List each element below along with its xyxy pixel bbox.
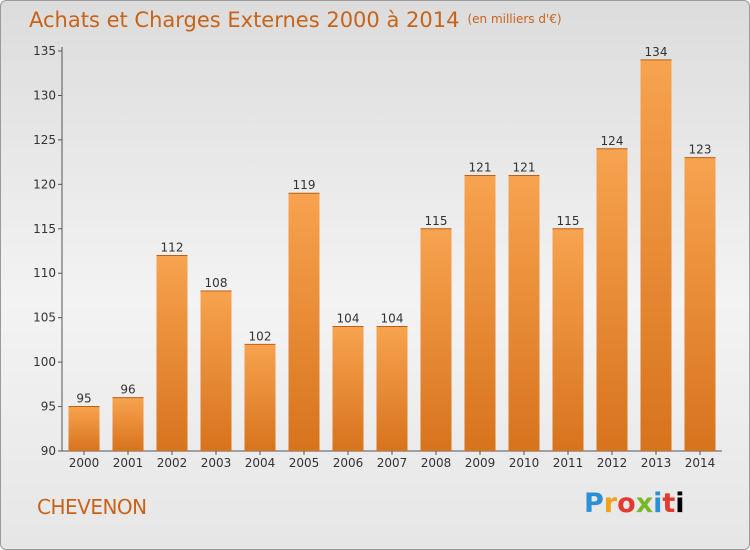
y-tick-label: 125 <box>33 133 56 147</box>
y-tick-label: 115 <box>33 222 56 236</box>
x-tick-label-2012: 2012 <box>597 456 628 470</box>
x-tick-label-2014: 2014 <box>685 456 716 470</box>
bar-2003 <box>200 291 232 451</box>
bar-2010 <box>508 175 540 451</box>
data-label-2003: 108 <box>205 276 228 290</box>
chart-subtitle: (en milliers d'€) <box>467 12 562 26</box>
y-tick-label: 110 <box>33 266 56 280</box>
data-label-2013: 134 <box>645 45 668 59</box>
y-tick-label: 95 <box>41 400 56 414</box>
data-label-2000: 95 <box>76 392 91 406</box>
bar-2001 <box>112 397 144 451</box>
bar-2012 <box>596 148 628 451</box>
bar-2009 <box>464 175 496 451</box>
bar-2014 <box>684 157 716 451</box>
data-label-2012: 124 <box>601 134 624 148</box>
bar-2000 <box>68 406 100 451</box>
y-tick-label: 90 <box>41 444 56 458</box>
x-tick-label-2004: 2004 <box>245 456 276 470</box>
chart-title: Achats et Charges Externes 2000 à 2014 (e… <box>29 8 562 32</box>
x-tick-label-2011: 2011 <box>553 456 584 470</box>
x-tick-label-2009: 2009 <box>465 456 496 470</box>
commune-name: CHEVENON <box>37 495 147 519</box>
x-tick-label-2005: 2005 <box>289 456 320 470</box>
x-tick-label-2000: 2000 <box>69 456 100 470</box>
bar-2004 <box>244 344 276 451</box>
x-tick-label-2013: 2013 <box>641 456 672 470</box>
data-label-2005: 119 <box>293 178 316 192</box>
data-label-2007: 104 <box>381 312 404 326</box>
bar-2013 <box>640 59 672 452</box>
x-tick-label-2001: 2001 <box>113 456 144 470</box>
bar-2011 <box>552 228 584 451</box>
proxiti-logo: Proxiti <box>584 488 685 519</box>
x-tick-label-2008: 2008 <box>421 456 452 470</box>
y-tick-label: 130 <box>33 88 56 102</box>
x-tick-label-2003: 2003 <box>201 456 232 470</box>
x-tick-label-2006: 2006 <box>333 456 364 470</box>
x-tick-label-2010: 2010 <box>509 456 540 470</box>
data-label-2014: 123 <box>689 143 712 157</box>
data-label-2001: 96 <box>120 383 135 397</box>
y-tick-label: 135 <box>33 44 56 58</box>
title-text: Achats et Charges Externes 2000 à 2014 <box>29 8 460 32</box>
bar-2007 <box>376 326 408 451</box>
bar-2008 <box>420 228 452 451</box>
data-label-2010: 121 <box>513 160 536 174</box>
bar-2006 <box>332 326 364 451</box>
data-label-2004: 102 <box>249 329 272 343</box>
data-label-2008: 115 <box>425 214 448 228</box>
bar-2002 <box>156 255 188 451</box>
data-label-2009: 121 <box>469 160 492 174</box>
y-tick-label: 100 <box>33 355 56 369</box>
data-label-2011: 115 <box>557 214 580 228</box>
y-tick-label: 120 <box>33 177 56 191</box>
data-label-2006: 104 <box>337 312 360 326</box>
data-label-2002: 112 <box>161 240 184 254</box>
x-tick-label-2002: 2002 <box>157 456 188 470</box>
bar-2005 <box>288 193 320 451</box>
x-tick-label-2007: 2007 <box>377 456 408 470</box>
y-tick-label: 105 <box>33 311 56 325</box>
